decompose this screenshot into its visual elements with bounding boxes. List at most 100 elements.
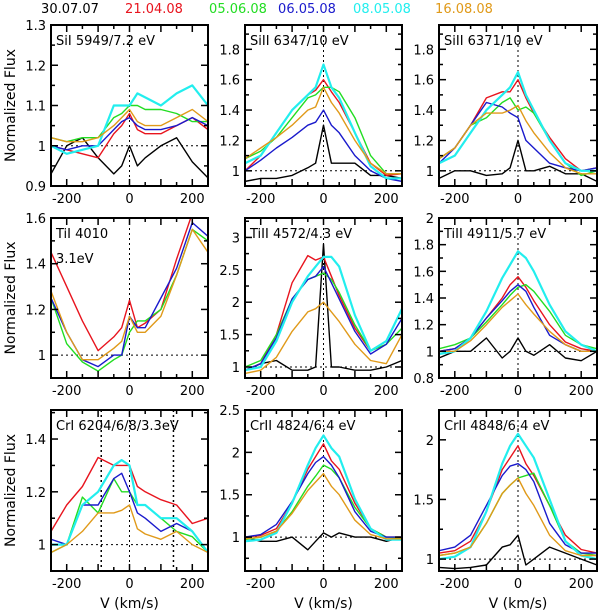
panel-label: SiII 6371/10 eV (444, 34, 543, 49)
x-tick-label: -200 (52, 384, 82, 399)
series-line-08-05-08 (245, 434, 402, 543)
series-group (245, 434, 402, 551)
y-tick-label: 1.8 (413, 43, 434, 58)
series-line-06-05-08 (245, 455, 402, 538)
y-tick-label: 1 (38, 140, 46, 155)
series-group (439, 70, 597, 183)
series-line-06-05-08 (439, 463, 597, 554)
panel: -200 0 200 1 1.5 2 CrII 4848/6.4 eV V (km/s) (413, 409, 598, 612)
y-tick-label: 1.6 (413, 265, 434, 280)
y-tick-label: 1.2 (25, 486, 46, 501)
series-group (439, 432, 597, 570)
x-tick-label: -200 (52, 577, 82, 592)
x-axis-label: V (km/s) (294, 596, 353, 612)
series-line-30-07-07 (245, 124, 402, 183)
x-tick-label: -200 (246, 577, 276, 592)
y-tick-label: 1 (426, 345, 434, 360)
x-tick-label: 0 (319, 577, 327, 592)
panel-label: SiI 5949/7.2 eV (56, 34, 155, 49)
y-tick-label: 1.3 (25, 19, 46, 34)
panel: -200 0 200 1 1.2 1.4 1.6 TiI 4010 3.1eV Normalize… (3, 212, 209, 399)
y-tick-label: 1.4 (25, 258, 46, 273)
y-tick-label: 2.5 (219, 264, 240, 279)
x-tick-label: 200 (180, 192, 205, 207)
x-tick-label: 200 (180, 384, 205, 399)
y-tick-label: 1.8 (413, 239, 434, 254)
x-tick-label: -200 (440, 577, 470, 592)
series-line-16-08-08 (439, 477, 597, 557)
y-axis-label: Normalized Flux (3, 242, 19, 355)
legend-item-08-05-08: 08.05.08 (353, 2, 411, 17)
series-line-16-08-08 (439, 104, 597, 175)
y-tick-label: 2 (232, 446, 240, 461)
series-line-06-05-08 (245, 265, 402, 371)
series-group (245, 243, 402, 375)
series-line-16-08-08 (51, 108, 208, 143)
y-tick-label: 1.5 (413, 493, 434, 508)
y-tick-label: 1.6 (219, 74, 240, 89)
series-line-08-05-08 (439, 70, 597, 172)
panel: -200 0 200 1 1.5 2 2.5 CrII 4824/6.4 eV V (km/s) (219, 404, 403, 612)
panel: -200 0 200 1 1.2 1.4 1.6 1.8 SiII 6371/10 eV (413, 24, 598, 207)
x-tick-label: 0 (514, 192, 522, 207)
panel-label: SiII 6347/10 eV (250, 34, 349, 49)
x-tick-label: 200 (569, 384, 594, 399)
y-tick-label: 2 (426, 434, 434, 449)
y-tick-label: 1 (38, 349, 46, 364)
x-tick-label: 0 (125, 577, 133, 592)
series-line-30-07-07 (439, 337, 597, 362)
y-tick-label: 1.4 (413, 104, 434, 119)
legend-item-30-07-07: 30.07.07 (41, 2, 99, 17)
series-line-08-05-08 (245, 255, 402, 372)
series-line-16-08-08 (245, 472, 402, 540)
series-line-16-08-08 (439, 293, 597, 352)
y-tick-label: 1.5 (219, 489, 240, 504)
x-axis-label: V (km/s) (489, 596, 548, 612)
series-line-16-08-08 (51, 228, 208, 361)
y-tick-label: 2 (426, 212, 434, 227)
series-group (51, 456, 208, 554)
y-tick-label: 1 (38, 539, 46, 554)
y-tick-label: 1 (426, 165, 434, 180)
panel: -200 0 200 1 1.5 2 2.5 3 TiII 4572/4.3 eV (219, 217, 403, 399)
x-tick-label: 0 (125, 384, 133, 399)
x-tick-label: -200 (440, 192, 470, 207)
x-axis-label: V (km/s) (100, 596, 159, 612)
y-tick-label: 1.2 (219, 134, 240, 149)
series-line-21-04-08 (439, 445, 597, 554)
x-tick-label: -200 (440, 384, 470, 399)
y-tick-label: 1 (426, 553, 434, 568)
y-tick-label: 1.2 (25, 59, 46, 74)
y-tick-label: 1.2 (413, 134, 434, 149)
x-tick-label: 200 (180, 577, 205, 592)
x-tick-label: 200 (569, 577, 594, 592)
legend-item-16-08-08: 16.08.08 (435, 2, 493, 17)
series-line-30-07-07 (439, 139, 597, 183)
series-line-06-05-08 (51, 116, 208, 151)
series-line-06-05-08 (245, 109, 402, 183)
series-line-16-08-08 (245, 301, 402, 375)
y-tick-label: 2 (232, 296, 240, 311)
panel: -200 0 200 1 1.2 1.4 1.6 1.8 SiII 6347/10 eV (219, 24, 403, 207)
legend-item-06-05-08: 06.05.08 (278, 2, 336, 17)
y-tick-label: 1.2 (25, 303, 46, 318)
series-group (439, 250, 597, 362)
panel: -200 0 200 1 1.2 1.4 CrI 6204/6/8/3.3eV Normali… (3, 409, 209, 612)
y-tick-label: 2.5 (219, 404, 240, 419)
y-axis-label: Normalized Flux (3, 434, 19, 547)
y-tick-label: 1.8 (219, 43, 240, 58)
y-tick-label: 1.6 (413, 74, 434, 89)
x-tick-label: 200 (374, 384, 399, 399)
panel-label: CrII 4824/6.4 eV (250, 419, 355, 434)
panel: -200 0 200 0.8 1 1.2 1.4 1.6 1.8 2 TiII 4911/5.7 e… (413, 212, 598, 399)
series-line-16-08-08 (245, 86, 402, 175)
x-tick-label: 0 (125, 192, 133, 207)
y-tick-label: 3 (232, 231, 240, 246)
series-line-08-05-08 (51, 84, 208, 155)
series-line-30-07-07 (245, 532, 402, 551)
y-tick-label: 1.1 (25, 100, 46, 115)
x-tick-label: 0 (319, 192, 327, 207)
x-tick-label: -200 (246, 192, 276, 207)
y-tick-label: 1.4 (25, 433, 46, 448)
